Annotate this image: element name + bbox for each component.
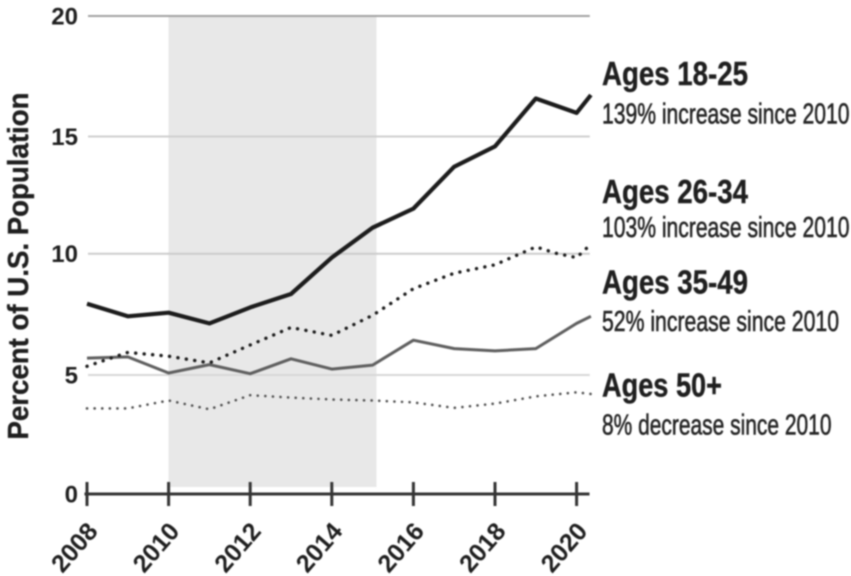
svg-text:2018: 2018: [454, 518, 512, 576]
svg-text:2020: 2020: [536, 518, 594, 576]
svg-text:20: 20: [51, 3, 78, 30]
svg-text:2008: 2008: [46, 518, 104, 576]
svg-text:139% increase since 2010: 139% increase since 2010: [602, 99, 850, 131]
svg-text:Percent of U.S. Population: Percent of U.S. Population: [3, 93, 35, 440]
svg-text:103% increase since 2010: 103% increase since 2010: [602, 212, 850, 244]
svg-text:2012: 2012: [209, 518, 267, 576]
svg-text:Ages 26-34: Ages 26-34: [602, 173, 749, 210]
svg-text:52% increase since 2010: 52% increase since 2010: [602, 306, 839, 338]
svg-text:8% decrease since 2010: 8% decrease since 2010: [602, 410, 832, 442]
svg-text:2016: 2016: [372, 518, 430, 576]
svg-text:2014: 2014: [291, 518, 349, 576]
svg-text:Ages 35-49: Ages 35-49: [602, 264, 748, 301]
svg-text:10: 10: [51, 241, 78, 268]
svg-text:0: 0: [65, 481, 78, 508]
svg-text:15: 15: [51, 124, 78, 151]
svg-text:5: 5: [65, 362, 78, 389]
svg-text:2010: 2010: [128, 518, 186, 576]
svg-text:Ages 50+: Ages 50+: [602, 367, 722, 404]
svg-text:Ages 18-25: Ages 18-25: [602, 55, 748, 92]
